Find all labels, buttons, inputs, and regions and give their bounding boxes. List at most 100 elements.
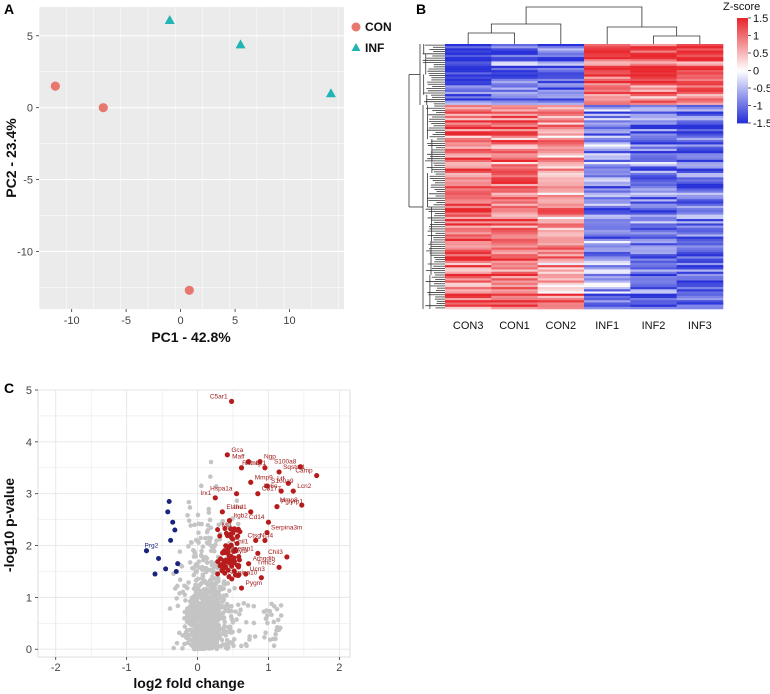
heatmap-cell <box>676 188 724 191</box>
heatmap-cell <box>630 240 677 244</box>
volcano-point-up <box>236 564 242 570</box>
heatmap-cell <box>537 142 585 145</box>
pca-legend: CON INF <box>351 20 392 55</box>
heatmap-cell <box>630 153 677 156</box>
gene-label: Itgb2 <box>233 513 248 520</box>
heatmap-cell <box>584 289 631 292</box>
heatmap-cell <box>630 258 677 262</box>
heatmap-cell <box>445 181 492 185</box>
heatmap-cell <box>445 293 492 297</box>
heatmap-cell <box>537 118 585 121</box>
heatmap-cell <box>445 192 492 196</box>
heatmap-cell <box>584 238 631 242</box>
heatmap-cell <box>630 276 677 279</box>
heatmap-cell <box>445 151 492 154</box>
heatmap-cell <box>537 91 585 95</box>
gene-label: Tnnc2 <box>257 559 275 566</box>
volcano-point-ns <box>205 581 211 586</box>
gene-label: Cd14 <box>249 514 265 521</box>
heatmap-cell <box>676 247 724 251</box>
heatmap-column-label: INF3 <box>688 320 712 332</box>
volcano-point-ns <box>278 613 284 618</box>
heatmap-cell <box>676 155 724 158</box>
volcano-point-ns <box>271 636 276 642</box>
heatmap-cell <box>491 304 538 308</box>
heatmap-cell <box>491 96 538 99</box>
volcano-point-ns <box>278 603 284 608</box>
heatmap-cell <box>537 186 585 189</box>
volcano-point-up <box>228 526 234 532</box>
colorbar-tick-label: -1.5 <box>753 118 770 130</box>
colorbar-segment <box>737 37 748 40</box>
volcano-point-ns <box>247 634 252 639</box>
heatmap-cell <box>630 247 677 251</box>
colorbar-segment <box>737 23 748 26</box>
heatmap-cell <box>445 65 492 69</box>
volcano-point-ns <box>263 630 268 636</box>
heatmap-cell <box>630 175 677 178</box>
colorbar-segment <box>737 117 748 120</box>
heatmap-cell <box>584 287 631 290</box>
heatmap-cell <box>445 276 492 279</box>
heatmap-cell <box>584 166 631 169</box>
heatmap-cell <box>676 109 724 112</box>
heatmap-cell <box>445 197 492 200</box>
heatmap-cell <box>537 251 585 255</box>
volcano-point-ns <box>199 548 204 554</box>
gene-label: Ifrd1 <box>234 504 247 511</box>
heatmap-cell <box>491 265 538 268</box>
heatmap-cell <box>445 278 492 281</box>
heatmap-cell <box>584 210 631 213</box>
heatmap-cell <box>445 282 492 286</box>
colorbar-segment <box>737 100 748 103</box>
colorbar-segment <box>737 46 748 49</box>
volcano-point-ns <box>252 634 258 639</box>
volcano-point-ns <box>183 598 188 603</box>
volcano-point-ns <box>193 537 199 543</box>
volcano-point-ns <box>219 637 225 643</box>
heatmap-cell <box>491 50 538 54</box>
volcano-point-ns <box>172 586 178 591</box>
heatmap-cell <box>491 89 538 93</box>
heatmap-cell <box>537 81 585 84</box>
volcano-point-ns <box>185 615 191 621</box>
volcano-point-down <box>173 568 179 574</box>
heatmap-cell <box>491 238 538 242</box>
heatmap-cell <box>537 151 585 154</box>
heatmap-cell <box>491 278 538 281</box>
heatmap-cell <box>445 44 492 47</box>
heatmap-cell <box>445 109 492 112</box>
heatmap-cell <box>491 254 538 257</box>
heatmap-cell <box>491 85 538 88</box>
heatmap-cell <box>676 113 724 117</box>
volcano-point-ns <box>198 636 203 642</box>
colorbar-segment <box>737 53 748 56</box>
heatmap-cell <box>491 153 538 156</box>
heatmap-cell <box>445 120 492 123</box>
gene-label: Sqstm1 <box>283 464 305 471</box>
heatmap-cell <box>537 87 585 91</box>
heatmap-cell <box>584 300 631 303</box>
heatmap-cell <box>537 214 585 218</box>
volcano-y-tick-label: 3 <box>26 489 32 501</box>
volcano-point-ns <box>192 593 198 598</box>
heatmap-cell <box>630 302 677 305</box>
volcano-point-down <box>156 555 162 561</box>
colorbar-segment <box>737 42 748 45</box>
heatmap-cell <box>630 113 677 117</box>
heatmap-cell <box>630 111 677 115</box>
heatmap-cell <box>630 159 677 163</box>
heatmap-cell <box>491 115 538 119</box>
volcano-point-up <box>236 557 242 563</box>
heatmap-cell <box>630 298 677 301</box>
volcano-point-ns <box>238 607 243 613</box>
heatmap-cell <box>630 269 677 273</box>
pca-background <box>39 7 344 309</box>
heatmap-cell <box>630 170 677 174</box>
heatmap-cell <box>445 221 492 224</box>
heatmap-cell <box>537 78 585 82</box>
heatmap-cell <box>630 256 677 259</box>
heatmap-cell <box>445 153 492 156</box>
heatmap-cell <box>630 254 677 257</box>
